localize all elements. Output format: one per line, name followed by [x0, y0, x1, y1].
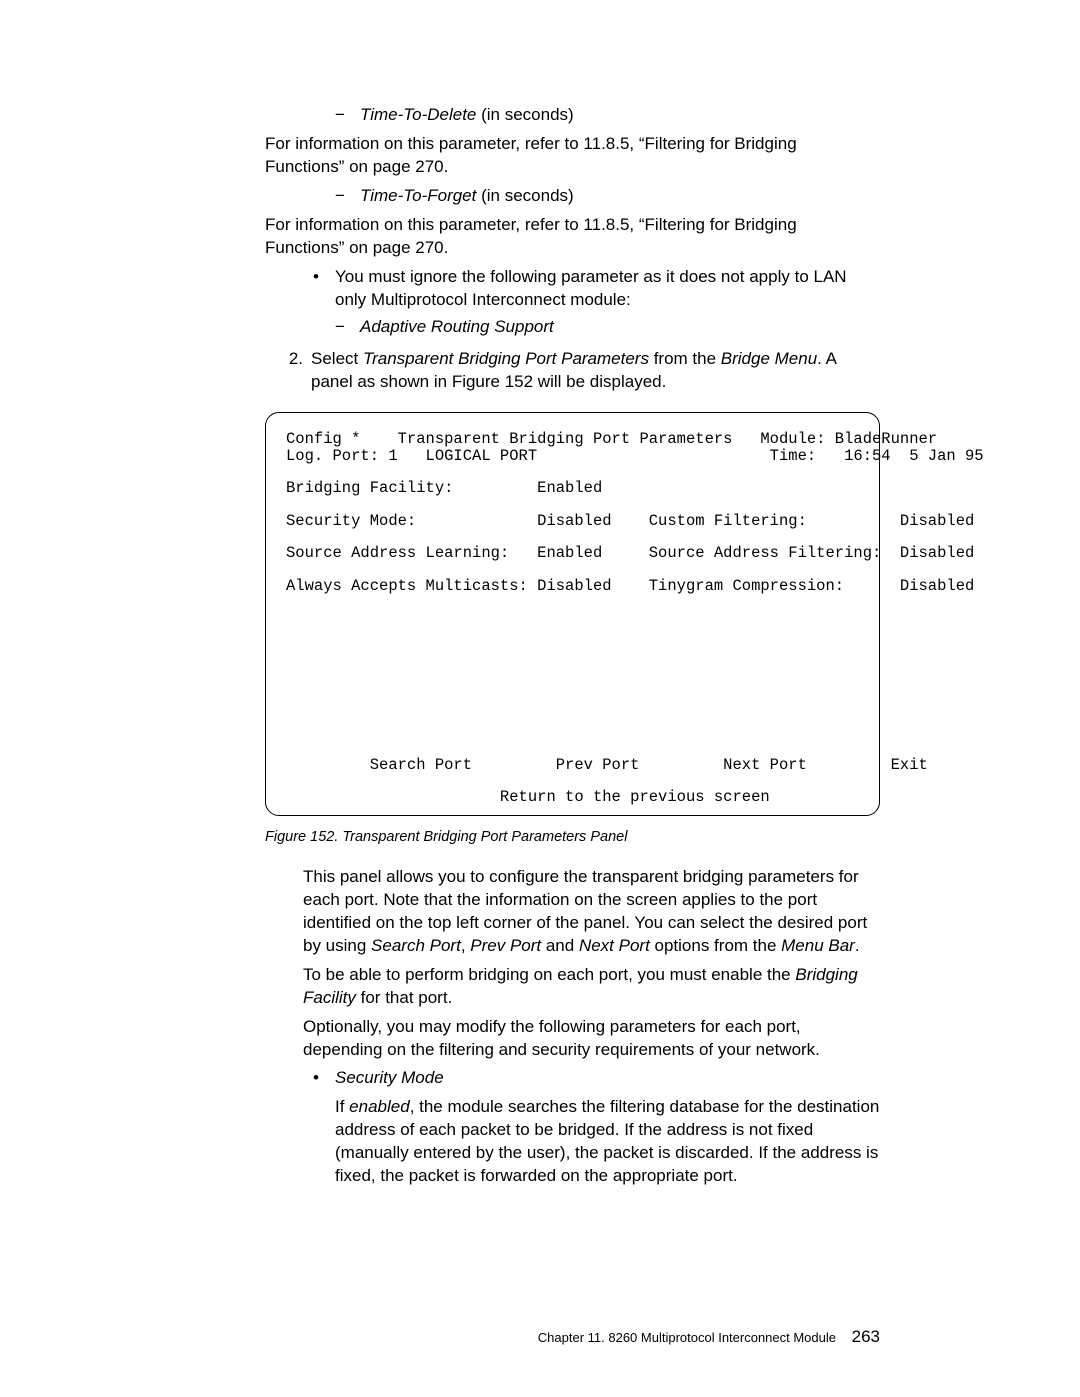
panel-line: Bridging Facility: Enabled [286, 479, 602, 497]
dash-item-ttf: − Time-To-Forget (in seconds) [335, 185, 880, 208]
bullet-text: You must ignore the following parameter … [335, 266, 880, 312]
step-2: 2. Select Transparent Bridging Port Para… [265, 348, 880, 394]
para-optional: Optionally, you may modify the following… [303, 1016, 880, 1062]
figure-caption: Figure 152. Transparent Bridging Port Pa… [265, 828, 880, 848]
p2-post: for that port. [356, 988, 452, 1007]
footer-page-number: 263 [852, 1327, 880, 1346]
ttd-suffix: (in seconds) [476, 105, 573, 124]
ttd-para: For information on this parameter, refer… [265, 133, 880, 179]
panel-line: Always Accepts Multicasts: Disabled Tiny… [286, 577, 974, 595]
sm-i1: enabled [349, 1097, 410, 1116]
dash-text: Time-To-Forget (in seconds) [360, 185, 574, 208]
s2-mid: from the [649, 349, 721, 368]
para-panel-desc: This panel allows you to configure the t… [303, 866, 880, 958]
ttf-suffix: (in seconds) [476, 186, 573, 205]
sm-pre: If [335, 1097, 349, 1116]
s2-i2: Bridge Menu [721, 349, 817, 368]
panel-hint: Return to the previous screen [286, 788, 770, 806]
ttf-para: For information on this parameter, refer… [265, 214, 880, 260]
page: − Time-To-Delete (in seconds) For inform… [0, 0, 1080, 1397]
panel-figure: Config * Transparent Bridging Port Param… [265, 412, 880, 816]
s2-i1: Transparent Bridging Port Parameters [363, 349, 649, 368]
page-footer: Chapter 11. 8260 Multiprotocol Interconn… [538, 1326, 880, 1349]
bullet-security-mode: • Security Mode [313, 1067, 880, 1090]
p1-c1: , [461, 936, 470, 955]
ttf-label: Time-To-Forget [360, 186, 476, 205]
ars-label: Adaptive Routing Support [360, 316, 554, 339]
panel-line: Source Address Learning: Enabled Source … [286, 544, 974, 562]
footer-chapter: Chapter 11. 8260 Multiprotocol Interconn… [538, 1330, 836, 1345]
bullet-glyph: • [313, 266, 335, 312]
dash-glyph: − [335, 316, 360, 339]
p1-c3: options from the [650, 936, 781, 955]
dash-glyph: − [335, 185, 360, 208]
panel-line: Log. Port: 1 LOGICAL PORT Time: 16:54 5 … [286, 447, 984, 465]
step-text: Select Transparent Bridging Port Paramet… [311, 348, 880, 394]
p1-i3: Next Port [579, 936, 650, 955]
bullet-glyph: • [313, 1067, 335, 1090]
dash-text: Time-To-Delete (in seconds) [360, 104, 574, 127]
dash-item-ttd: − Time-To-Delete (in seconds) [335, 104, 880, 127]
p1-i4: Menu Bar [781, 936, 855, 955]
panel-menu: Search Port Prev Port Next Port Exit [286, 756, 928, 774]
s2-pre: Select [311, 349, 363, 368]
security-mode-label: Security Mode [335, 1067, 444, 1090]
p1-c2: and [541, 936, 579, 955]
sm-post: , the module searches the filtering data… [335, 1097, 879, 1185]
dash-glyph: − [335, 104, 360, 127]
terminal-panel: Config * Transparent Bridging Port Param… [265, 412, 880, 816]
para-bridging-facility: To be able to perform bridging on each p… [303, 964, 880, 1010]
p1-i2: Prev Port [470, 936, 541, 955]
dash-item-ars: − Adaptive Routing Support [335, 316, 880, 339]
p1-i1: Search Port [371, 936, 461, 955]
p1-c4: . [855, 936, 860, 955]
para-security-mode: If enabled, the module searches the filt… [335, 1096, 880, 1188]
p2-pre: To be able to perform bridging on each p… [303, 965, 795, 984]
step-number: 2. [265, 348, 311, 394]
ttd-label: Time-To-Delete [360, 105, 476, 124]
bullet-ignore: • You must ignore the following paramete… [313, 266, 880, 312]
panel-line: Security Mode: Disabled Custom Filtering… [286, 512, 974, 530]
